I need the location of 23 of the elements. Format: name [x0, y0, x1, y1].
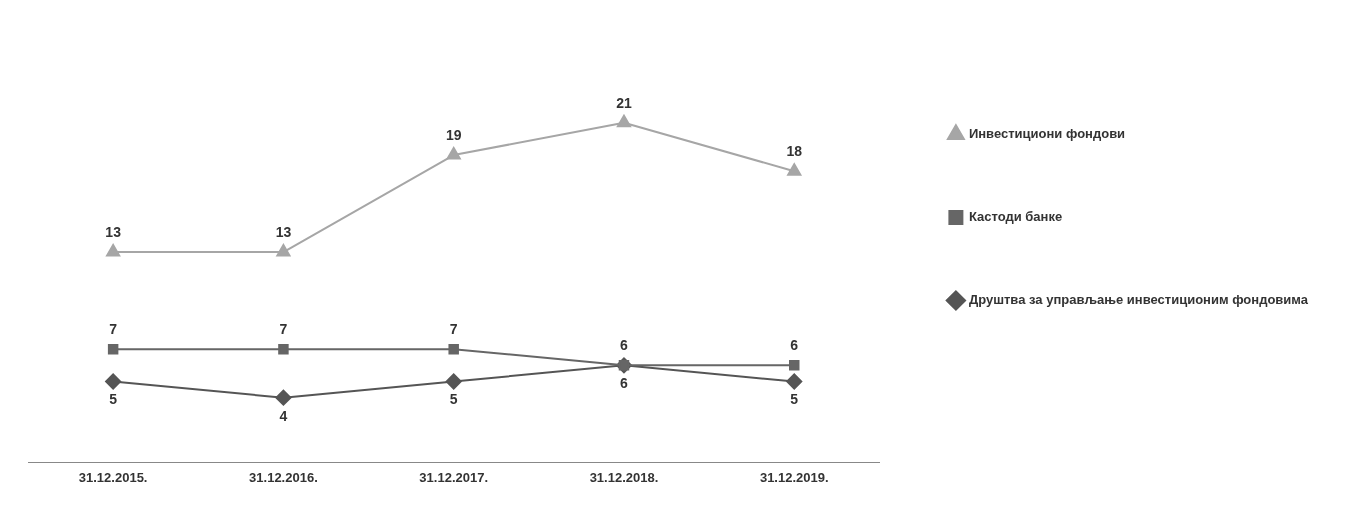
x-tick-label: 31.12.2015. [78, 469, 148, 485]
legend-label: Инвестициони фондови [968, 126, 1126, 142]
data-label: 4 [279, 407, 288, 424]
data-label: 6 [790, 337, 799, 354]
data-label: 7 [279, 321, 288, 338]
legend-label: Друштва за управљање инвестиционим фондовима [968, 292, 1309, 308]
data-label: 5 [790, 391, 799, 408]
data-label: 7 [449, 321, 458, 338]
data-label: 5 [449, 391, 458, 408]
data-label: 5 [109, 391, 118, 408]
data-label: 6 [620, 375, 629, 392]
data-label: 7 [109, 321, 118, 338]
data-label: 13 [105, 223, 122, 240]
data-label: 13 [275, 223, 292, 240]
data-label: 19 [445, 126, 462, 143]
data-label: 21 [616, 94, 632, 111]
x-tick-label: 31.12.2018. [589, 469, 659, 485]
x-tick-label: 31.12.2019. [759, 469, 829, 485]
legend-label: Кастоди банке [968, 209, 1063, 225]
x-tick-label: 31.12.2016. [249, 469, 318, 485]
data-label: 6 [620, 337, 629, 354]
data-label: 18 [786, 143, 803, 160]
x-tick-label: 31.12.2017. [419, 469, 489, 485]
